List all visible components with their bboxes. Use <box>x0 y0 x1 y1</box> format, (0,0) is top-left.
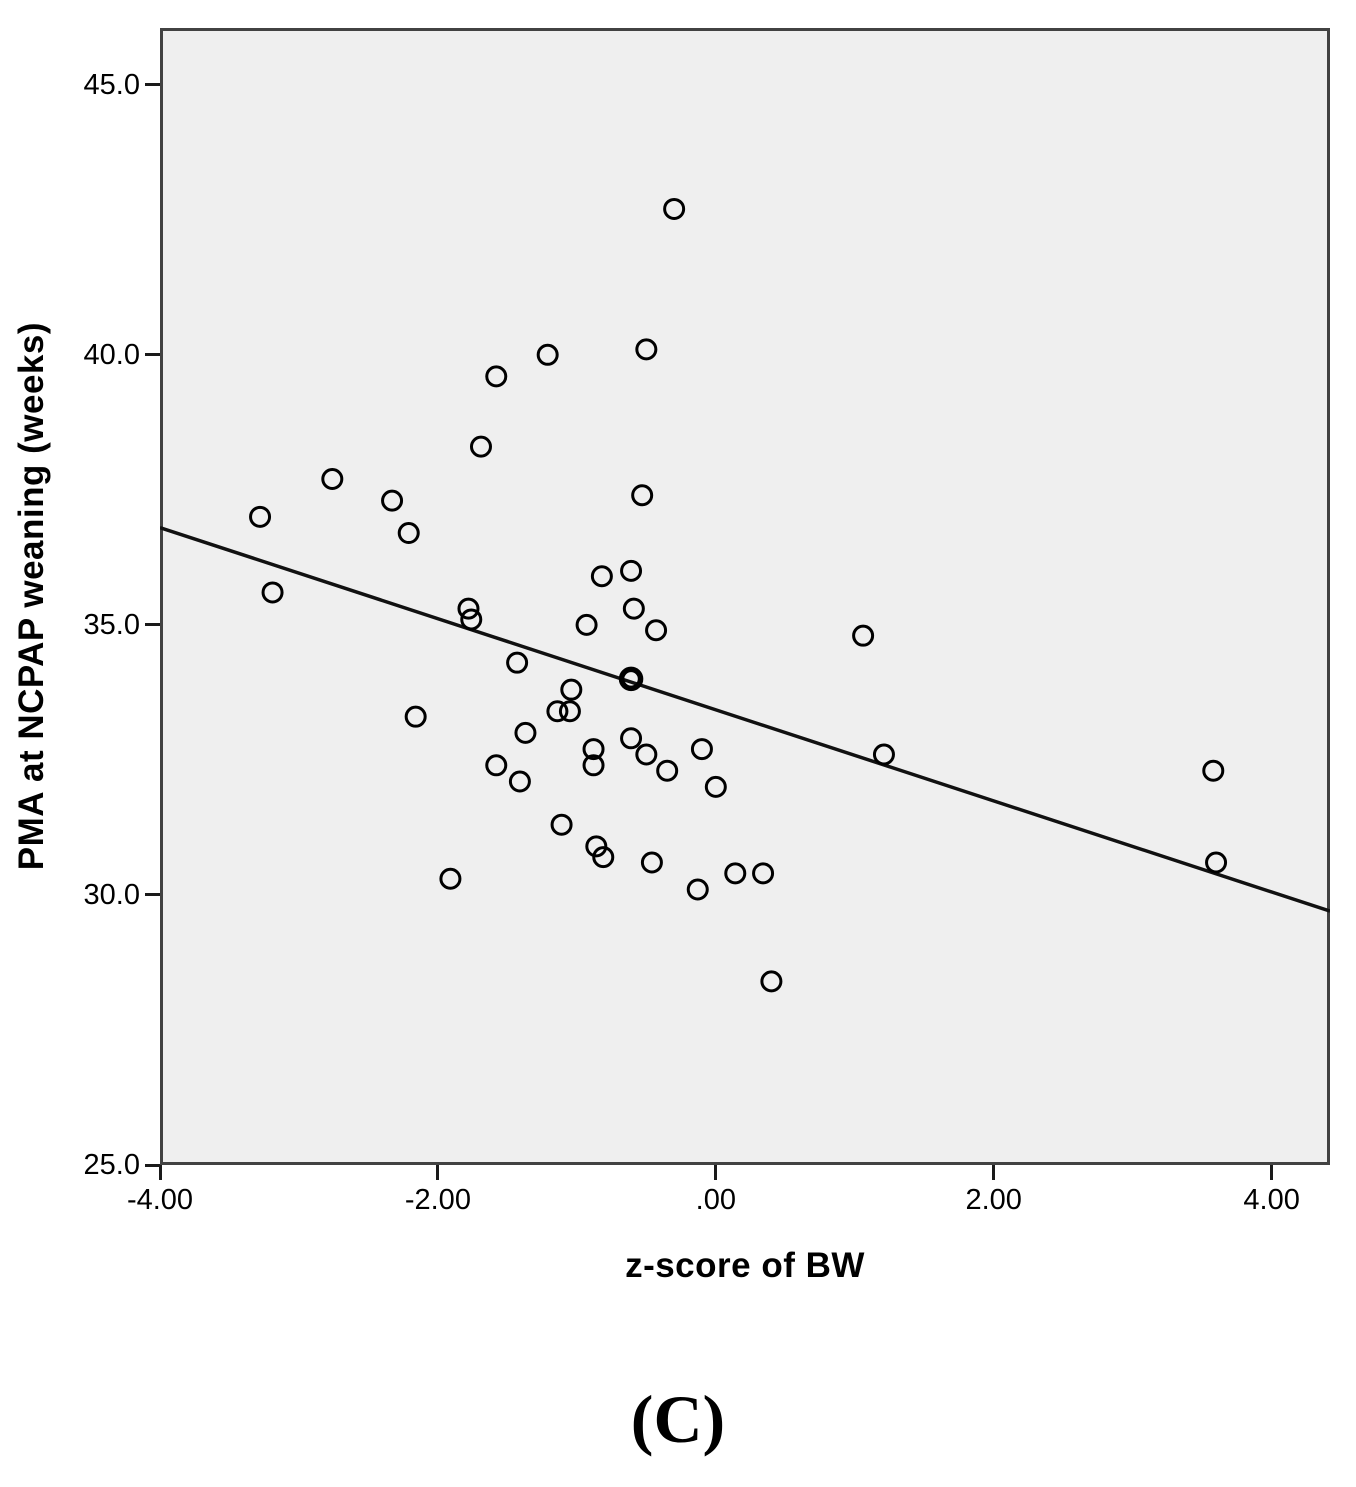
data-point <box>460 608 483 631</box>
x-axis-tick-label: .00 <box>695 1184 736 1216</box>
data-point <box>656 759 679 782</box>
x-axis-tick-label: 4.00 <box>1243 1184 1300 1216</box>
y-axis-tick-label: 25.0 <box>83 1149 140 1181</box>
data-point <box>404 705 427 728</box>
data-point <box>1205 851 1228 874</box>
data-point <box>631 484 654 507</box>
data-point <box>469 435 492 458</box>
regression-line <box>160 525 1330 913</box>
data-point <box>590 565 613 588</box>
y-axis-title: PMA at NCPAP weaning (weeks) <box>4 28 60 1165</box>
data-point <box>852 624 875 647</box>
data-point <box>704 775 727 798</box>
data-point <box>261 581 284 604</box>
scatter-canvas <box>160 197 1330 993</box>
data-point <box>635 743 658 766</box>
x-axis-tick <box>992 1165 996 1180</box>
data-point <box>485 365 508 388</box>
data-point <box>640 851 663 874</box>
y-axis-tick <box>145 353 160 357</box>
data-point <box>575 613 598 636</box>
data-point <box>690 738 713 761</box>
data-point <box>582 754 605 777</box>
x-axis-tick <box>158 1165 162 1180</box>
y-axis-tick <box>145 623 160 627</box>
y-axis-tick-label: 40.0 <box>83 338 140 371</box>
data-point <box>558 700 581 723</box>
data-point <box>585 835 608 858</box>
data-point <box>457 597 480 620</box>
x-axis-tick <box>1270 1165 1274 1180</box>
data-point <box>485 754 508 777</box>
y-axis-tick <box>145 893 160 897</box>
y-axis-tick <box>145 83 160 87</box>
x-axis-tick <box>436 1165 440 1180</box>
x-axis-tick-label: -4.00 <box>126 1184 194 1216</box>
data-point <box>508 770 531 793</box>
x-axis-title: z-score of BW <box>625 1246 865 1285</box>
panel-label: (C) <box>630 1381 726 1457</box>
data-point <box>514 721 537 744</box>
data-point <box>686 878 709 901</box>
y-axis-title-text: PMA at NCPAP weaning (weeks) <box>12 322 51 871</box>
data-point <box>249 505 272 528</box>
data-point <box>618 666 644 692</box>
data-point <box>635 338 658 361</box>
y-axis-tick-label: 30.0 <box>83 878 140 911</box>
data-point <box>381 489 404 512</box>
data-point <box>439 867 462 890</box>
y-axis-tick <box>145 1163 160 1167</box>
data-point <box>550 813 573 836</box>
data-point <box>872 743 895 766</box>
data-point <box>620 559 643 582</box>
data-point <box>663 197 686 220</box>
data-point <box>506 651 529 674</box>
x-axis-tick-label: -2.00 <box>404 1184 471 1216</box>
data-point <box>752 862 775 885</box>
data-point <box>592 846 615 869</box>
data-point <box>760 970 783 993</box>
data-point <box>321 468 344 491</box>
data-point <box>1202 759 1225 782</box>
data-point <box>560 678 583 701</box>
y-axis-tick-label: 45.0 <box>83 68 140 101</box>
x-axis-tick-label: 2.00 <box>965 1184 1022 1216</box>
data-point <box>397 522 420 545</box>
data-point <box>620 727 643 750</box>
data-point <box>546 700 569 723</box>
data-point <box>582 738 605 761</box>
y-axis-tick-label: 35.0 <box>83 608 140 641</box>
data-point <box>724 862 747 885</box>
x-axis-tick <box>714 1165 718 1180</box>
data-point <box>645 619 668 642</box>
plot-area <box>160 28 1330 1165</box>
data-point <box>622 597 645 620</box>
data-point <box>536 343 559 366</box>
